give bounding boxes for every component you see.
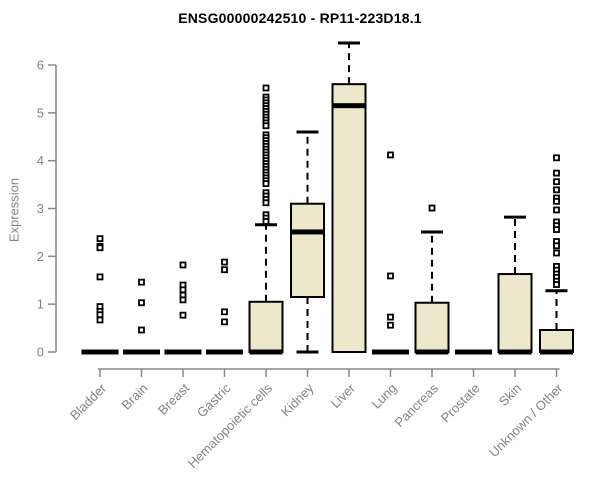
y-tick-label: 3	[37, 201, 44, 216]
outlier-point	[96, 316, 104, 324]
outlier-point	[387, 272, 394, 280]
outlier-point	[221, 308, 228, 316]
outlier-point	[96, 244, 104, 252]
chart-title: ENSG00000242510 - RP11-223D18.1	[178, 10, 422, 26]
x-tick-label-bladder: Bladder	[67, 380, 110, 423]
box-kidney	[290, 130, 325, 354]
outlier-point	[96, 235, 104, 243]
median-line	[498, 349, 532, 355]
outlier-point	[262, 218, 270, 225]
x-tick-label-prostate: Prostate	[438, 381, 483, 426]
outlier-point	[553, 154, 560, 162]
median-line	[164, 349, 202, 355]
box-brain	[123, 278, 160, 355]
outlier-point	[262, 122, 270, 130]
median-line	[249, 349, 283, 355]
median-line	[415, 349, 449, 355]
outlier-point	[262, 180, 270, 188]
box-prostate	[455, 349, 492, 355]
box-hematopoietic-cells	[248, 84, 284, 355]
median-line	[372, 349, 409, 355]
outlier-point	[179, 311, 187, 319]
median-line	[332, 103, 366, 109]
outlier-point	[262, 84, 270, 92]
outlier-point	[387, 321, 394, 329]
iqr-box	[331, 83, 367, 353]
outlier-point	[553, 178, 560, 186]
iqr-box	[539, 328, 574, 353]
outlier-point	[179, 296, 187, 304]
box-gastric	[206, 258, 243, 355]
y-axis: 0 1 2 3 4 5 6	[37, 58, 57, 360]
median-line	[291, 229, 324, 235]
y-tick-label: 0	[37, 345, 44, 360]
box-bladder	[81, 235, 119, 355]
iqr-box	[414, 301, 450, 354]
outlier-point	[221, 258, 228, 266]
box-liver	[331, 41, 367, 353]
median-line	[81, 349, 119, 355]
iqr-box	[290, 202, 325, 298]
outlier-point	[428, 204, 436, 212]
outlier-point	[553, 186, 560, 194]
x-tick-label-lung: Lung	[369, 381, 400, 412]
x-tick-label-brain: Brain	[119, 381, 151, 413]
outlier-point	[553, 281, 560, 288]
outlier-point	[96, 311, 104, 319]
median-line	[123, 349, 160, 355]
y-tick-label: 4	[37, 153, 44, 168]
outlier-point	[138, 299, 145, 307]
y-axis-title: Expression	[6, 177, 22, 243]
outlier-point	[553, 249, 560, 257]
x-tick-label-gastric: Gastric	[194, 380, 234, 420]
y-tick-label: 5	[37, 105, 44, 120]
x-tick-label-breast: Breast	[155, 380, 192, 417]
box-breast	[164, 261, 202, 355]
x-tick-label-liver: Liver	[328, 380, 359, 411]
outlier-point	[221, 266, 228, 274]
outlier-point	[138, 326, 145, 334]
outlier-point	[553, 197, 560, 205]
outlier-point	[221, 318, 228, 326]
iqr-box	[248, 300, 284, 354]
x-tick-label-pancreas: Pancreas	[392, 380, 442, 430]
box-lung	[372, 151, 409, 355]
outlier-point	[179, 261, 187, 269]
median-line	[540, 349, 573, 355]
outlier-point	[387, 313, 394, 321]
outlier-point	[138, 278, 145, 286]
x-tick-label-skin: Skin	[496, 381, 524, 409]
y-tick-label: 1	[37, 297, 44, 312]
x-tick-label-unknown-other: Unknown / Other	[486, 380, 566, 460]
box-pancreas	[414, 204, 450, 355]
y-tick-label: 2	[37, 249, 44, 264]
median-line	[455, 349, 492, 355]
outlier-point	[179, 286, 187, 294]
median-line	[206, 349, 243, 355]
x-tick-label-kidney: Kidney	[278, 380, 317, 419]
iqr-box	[497, 273, 533, 354]
outlier-point	[96, 273, 104, 281]
outlier-point	[553, 226, 560, 233]
outlier-point	[553, 206, 560, 214]
box-skin	[497, 215, 533, 355]
outlier-point	[553, 169, 560, 177]
y-tick-label: 6	[37, 58, 44, 73]
outlier-point	[262, 199, 270, 207]
outlier-point	[553, 242, 560, 250]
outlier-point	[387, 151, 394, 159]
box-unknown-other	[539, 154, 574, 355]
